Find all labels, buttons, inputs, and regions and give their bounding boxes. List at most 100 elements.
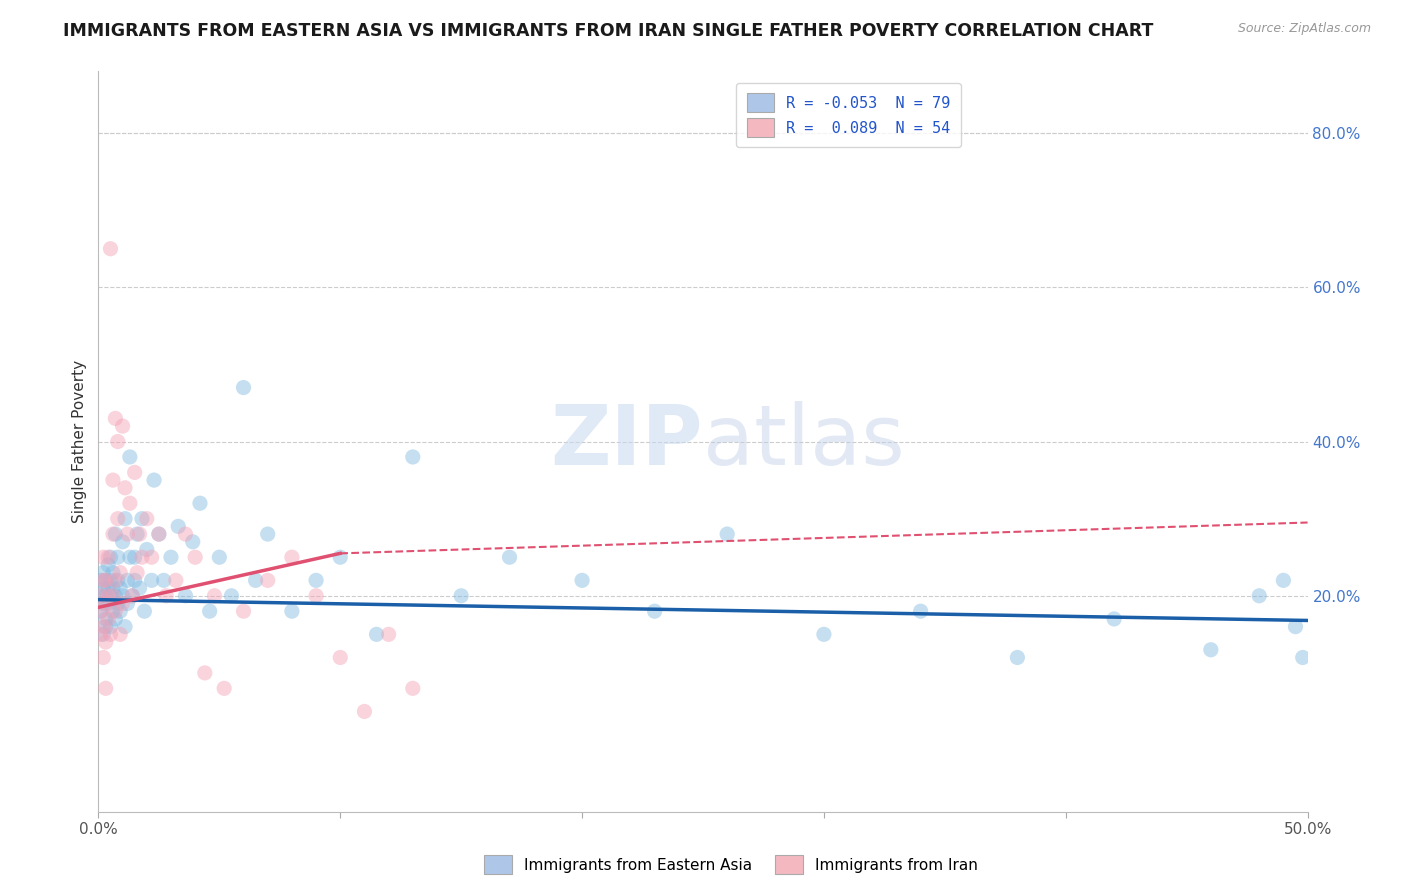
Point [114,481,136,495]
Point [1102,612,1125,626]
Point [104,527,127,541]
Point [91,566,114,580]
Point [1272,574,1295,588]
Point [91,581,114,595]
Point [232,380,254,394]
Point [1284,619,1306,633]
Point [305,574,328,588]
Point [174,589,197,603]
Point [208,550,231,565]
Point [128,527,150,541]
Point [377,627,399,641]
Point [1249,589,1271,603]
Point [148,527,170,541]
Point [716,527,738,541]
Point [100,574,122,588]
Legend: Immigrants from Eastern Asia, Immigrants from Iran: Immigrants from Eastern Asia, Immigrants… [478,849,984,880]
Point [94,597,117,611]
Point [329,650,352,665]
Point [114,619,136,633]
Point [450,589,472,603]
Point [124,466,146,480]
Point [101,581,124,595]
Point [101,473,124,487]
Point [90,574,112,588]
Y-axis label: Single Father Poverty: Single Father Poverty [72,360,87,523]
Point [134,604,156,618]
Point [101,566,124,580]
Point [90,604,112,618]
Point [184,550,207,565]
Point [111,597,134,611]
Point [165,574,187,588]
Point [90,627,112,641]
Point [100,619,122,633]
Point [221,589,243,603]
Point [101,604,124,618]
Point [644,604,666,618]
Point [90,604,112,618]
Point [91,627,114,641]
Point [108,581,131,595]
Legend: R = -0.053  N = 79, R =  0.089  N = 54: R = -0.053 N = 79, R = 0.089 N = 54 [735,83,962,147]
Point [143,473,166,487]
Point [402,450,425,464]
Point [94,574,117,588]
Point [90,589,112,603]
Point [571,574,593,588]
Point [114,511,136,525]
Point [188,496,211,510]
Point [121,589,143,603]
Point [256,574,278,588]
Point [128,581,150,595]
Point [256,527,278,541]
Point [1199,642,1222,657]
Point [97,581,120,595]
Point [97,558,120,572]
Point [402,681,425,696]
Point [813,627,835,641]
Point [117,527,139,541]
Point [353,705,375,719]
Point [104,589,127,603]
Point [107,511,129,525]
Point [204,589,226,603]
Point [111,589,134,603]
Point [100,627,122,641]
Point [305,589,328,603]
Point [232,604,254,618]
Point [101,589,124,603]
Point [107,550,129,565]
Point [329,550,352,565]
Point [198,604,221,618]
Point [118,550,141,565]
Point [91,619,114,633]
Point [281,604,304,618]
Point [90,589,112,603]
Point [498,550,520,565]
Point [194,665,217,680]
Point [97,550,120,565]
Point [107,597,129,611]
Text: ZIP: ZIP [551,401,703,482]
Point [107,434,129,449]
Point [141,550,163,565]
Point [118,496,141,510]
Point [366,627,388,641]
Point [97,612,120,626]
Point [91,597,114,611]
Point [148,527,170,541]
Point [108,604,131,618]
Point [117,574,139,588]
Point [118,450,141,464]
Point [181,534,204,549]
Text: IMMIGRANTS FROM EASTERN ASIA VS IMMIGRANTS FROM IRAN SINGLE FATHER POVERTY CORRE: IMMIGRANTS FROM EASTERN ASIA VS IMMIGRAN… [63,22,1154,40]
Text: atlas: atlas [703,401,904,482]
Text: Source: ZipAtlas.com: Source: ZipAtlas.com [1237,22,1371,36]
Point [127,566,149,580]
Point [101,527,124,541]
Point [117,597,139,611]
Point [910,604,932,618]
Point [1007,650,1029,665]
Point [111,419,134,434]
